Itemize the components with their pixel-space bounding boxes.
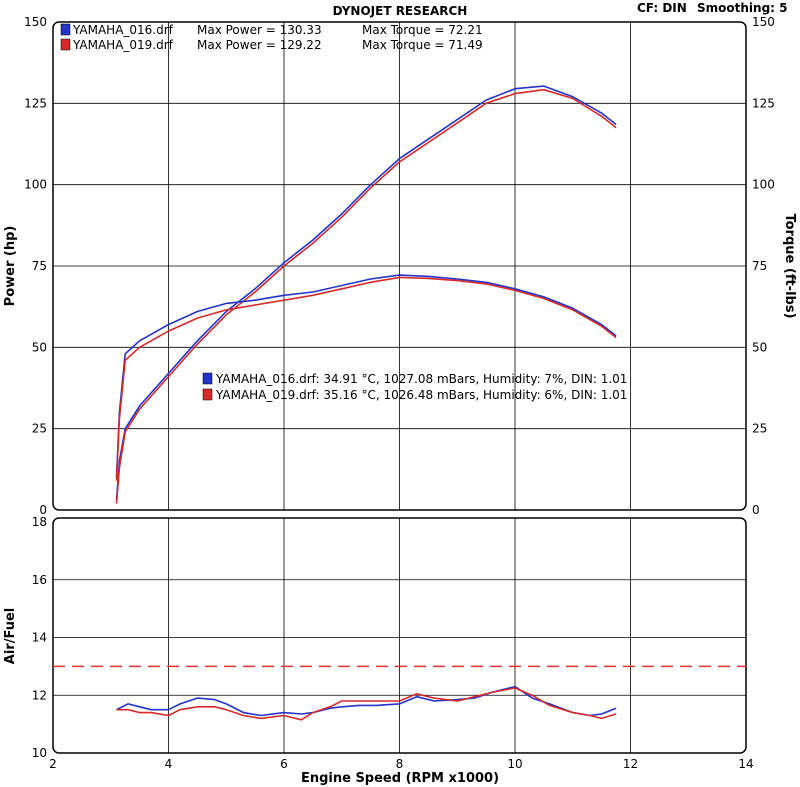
power-tick-label: 50 (32, 340, 47, 354)
air-fuel-axis-ticks: 10 12 14 16 18 (32, 515, 47, 760)
conditions-legend: YAMAHA_016.drf: 34.91 °C, 1027.08 mBars,… (202, 372, 627, 402)
series-afr-yamaha-019-drf (116, 687, 617, 721)
legend-swatch-019 (60, 38, 71, 51)
air-fuel-tick-label: 12 (32, 688, 47, 702)
torque-axis-label: Torque (ft-lbs) (782, 213, 797, 318)
power-tick-label: 150 (24, 15, 47, 29)
power-tick-label: 75 (32, 259, 47, 273)
power-tick-label: 125 (24, 96, 47, 110)
legend-swatch-016 (60, 23, 71, 36)
torque-tick-label: 150 (752, 15, 775, 29)
series-power-yamaha-016-drf (115, 85, 617, 501)
series-torque-yamaha-016-drf (115, 274, 617, 478)
rpm-axis-label: Engine Speed (RPM x1000) (301, 771, 499, 786)
power-axis-label: Power (hp) (3, 226, 18, 307)
torque-tick-label: 125 (752, 96, 775, 110)
series-torque-yamaha-019-drf (115, 276, 617, 481)
air-fuel-tick-label: 18 (32, 515, 47, 529)
air-fuel-axis-label: Air/Fuel (3, 608, 18, 664)
legend-run-019: YAMAHA_019.drf (72, 38, 174, 52)
rpm-tick-label: 8 (396, 757, 404, 771)
rpm-tick-label: 2 (49, 757, 57, 771)
max-values-legend: YAMAHA_016.drf Max Power = 130.33 Max To… (60, 23, 483, 52)
air-fuel-lines (53, 665, 746, 721)
power-tick-label: 100 (24, 178, 47, 192)
conditions-swatch-019 (202, 388, 213, 401)
legend-torque-019: Max Torque = 71.49 (362, 38, 483, 52)
chart-title: DYNOJET RESEARCH (333, 4, 468, 18)
rpm-tick-label: 4 (165, 757, 173, 771)
conditions-019: YAMAHA_019.drf: 35.16 °C, 1026.48 mBars,… (215, 388, 627, 402)
torque-tick-label: 0 (752, 503, 760, 517)
conditions-swatch-016 (202, 372, 213, 385)
legend-power-019: Max Power = 129.22 (197, 38, 322, 52)
series-power-yamaha-019-drf (115, 88, 617, 504)
torque-tick-label: 100 (752, 178, 775, 192)
power-axis-ticks: 0 25 50 75 100 125 150 (24, 15, 47, 517)
smoothing-label: Smoothing: 5 (697, 1, 788, 15)
air-fuel-tick-label: 10 (32, 746, 47, 760)
air-fuel-grid (53, 518, 746, 753)
torque-tick-label: 25 (752, 422, 767, 436)
air-fuel-tick-label: 14 (32, 631, 47, 645)
legend-run-016: YAMAHA_016.drf (72, 23, 174, 37)
legend-power-016: Max Power = 130.33 (197, 23, 322, 37)
torque-axis-ticks: 0 25 50 75 100 125 150 (752, 15, 775, 517)
torque-tick-label: 50 (752, 340, 767, 354)
rpm-axis-ticks: 2 4 6 8 10 12 14 (49, 757, 753, 771)
series-afr-yamaha-016-drf (116, 685, 617, 717)
conditions-016: YAMAHA_016.drf: 34.91 °C, 1027.08 mBars,… (215, 372, 627, 386)
legend-torque-016: Max Torque = 72.21 (362, 23, 483, 37)
power-torque-lines (115, 85, 617, 504)
rpm-tick-label: 14 (738, 757, 753, 771)
power-tick-label: 0 (39, 503, 47, 517)
rpm-tick-label: 10 (507, 757, 522, 771)
rpm-tick-label: 6 (280, 757, 288, 771)
air-fuel-tick-label: 16 (32, 573, 47, 587)
rpm-tick-label: 12 (623, 757, 638, 771)
correction-factor: CF: DIN (637, 1, 687, 15)
power-tick-label: 25 (32, 422, 47, 436)
torque-tick-label: 75 (752, 259, 767, 273)
